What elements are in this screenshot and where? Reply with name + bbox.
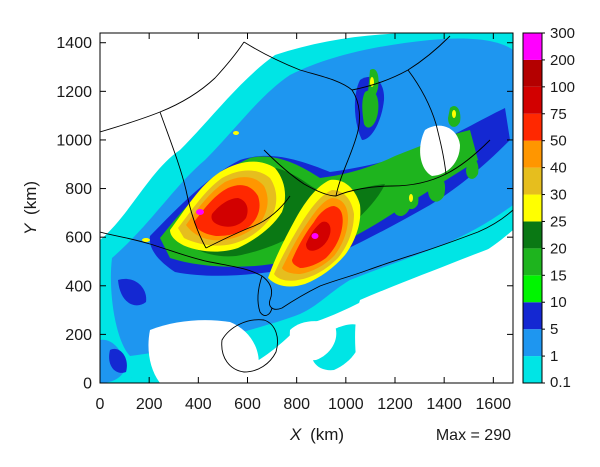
no-rain-northwest <box>100 33 220 140</box>
y-tick-label: 1400 <box>56 35 92 52</box>
x-tick-label: 1600 <box>476 396 512 413</box>
rain-core-west-75 <box>211 198 248 227</box>
province-boundary <box>335 139 491 197</box>
y-tick-label: 1000 <box>56 132 92 149</box>
colorbar-cell <box>523 248 542 276</box>
no-rain-south-center <box>289 321 337 361</box>
colorbar-cell <box>523 356 542 383</box>
colorbar-label: 100 <box>550 79 575 96</box>
y-tick-label: 0 <box>83 376 92 393</box>
colorbar-cell <box>523 221 542 249</box>
y-tick-label: 600 <box>65 230 92 247</box>
y-axis-unit: (km) <box>21 181 40 215</box>
x-tick-label: 0 <box>96 396 105 413</box>
colorbar-label: 300 <box>550 25 575 42</box>
colorbar-cell <box>523 329 542 357</box>
colorbar-cell <box>523 86 542 114</box>
y-axis: 0 200 400 600 800 1000 1200 1400 <box>56 35 513 393</box>
colorbar-frame <box>522 32 543 384</box>
no-rain-southeast <box>355 240 513 383</box>
x-tick-label: 1200 <box>377 396 413 413</box>
x-tick-label: 200 <box>136 396 163 413</box>
rainfall-field <box>100 33 513 383</box>
colorbar-label: 200 <box>550 52 575 69</box>
province-boundary <box>205 195 291 249</box>
coastline <box>100 209 513 310</box>
colorbar-cell <box>523 59 542 87</box>
hainan-island-outline <box>221 319 278 373</box>
colorbar-label: 0.1 <box>550 374 571 391</box>
colorbar-label: 50 <box>550 133 567 150</box>
province-boundary <box>159 111 207 249</box>
colorbar-label: 30 <box>550 187 567 204</box>
colorbar-cell <box>523 33 542 60</box>
y-tick-label: 400 <box>65 278 92 295</box>
y-tick-label: 1200 <box>56 84 92 101</box>
colorbar-label: 15 <box>550 267 567 284</box>
colorbar-label: 25 <box>550 213 567 230</box>
y-tick-label: 800 <box>65 181 92 198</box>
leizhou-peninsula <box>257 275 273 316</box>
no-rain-east-patch <box>420 125 460 176</box>
x-tick-label: 1000 <box>328 396 364 413</box>
colorbar-label: 20 <box>550 240 567 257</box>
x-axis-unit: (km) <box>310 425 344 444</box>
x-tick-label: 800 <box>283 396 310 413</box>
plot-frame <box>99 32 514 384</box>
colorbar-label: 5 <box>550 321 558 338</box>
rain-core-central-300 <box>311 233 319 239</box>
colorbar-label: 40 <box>550 160 567 177</box>
max-annotation: Max = 290 <box>436 427 511 444</box>
y-axis-var: Y <box>21 222 40 235</box>
y-axis-title: Y (km) <box>21 181 40 235</box>
y-tick-label: 200 <box>65 327 92 344</box>
colorbar-label: 1 <box>550 348 558 365</box>
colorbar-cell <box>523 275 542 303</box>
x-axis-title: X (km) <box>289 425 344 444</box>
plot-area <box>100 33 513 383</box>
colorbar-cell <box>523 194 542 222</box>
colorbar-label: 75 <box>550 106 567 123</box>
coastline-boundaries <box>100 35 513 373</box>
x-tick-label: 400 <box>185 396 212 413</box>
rain-core-west-300 <box>196 209 204 215</box>
colorbar-label: 10 <box>550 294 567 311</box>
no-rain-southwest <box>148 320 259 383</box>
province-boundary <box>263 149 337 197</box>
x-axis: 0 200 400 600 800 1000 1200 1400 1600 <box>96 33 512 413</box>
colorbar-cell <box>523 113 542 141</box>
colorbar-cell <box>523 302 542 330</box>
x-tick-label: 600 <box>234 396 261 413</box>
province-boundary <box>407 69 447 175</box>
colorbar-cell <box>523 167 542 195</box>
x-axis-var: X <box>289 425 302 444</box>
colorbar-cell <box>523 140 542 168</box>
x-tick-label: 1400 <box>426 396 462 413</box>
province-boundary <box>100 41 245 133</box>
